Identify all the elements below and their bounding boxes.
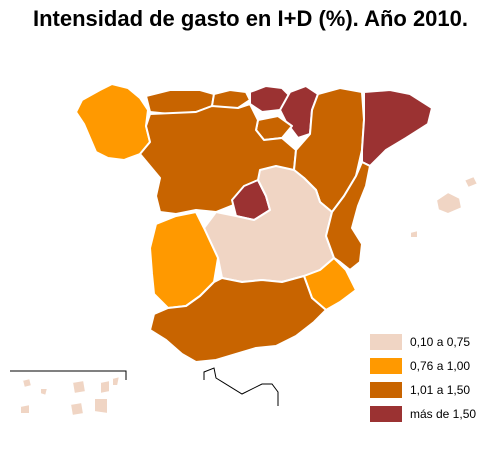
legend-swatch xyxy=(370,334,402,350)
map-title: Intensidad de gasto en I+D (%). Año 2010… xyxy=(33,6,468,31)
legend-swatch xyxy=(370,358,402,374)
legend-label: 0,10 a 0,75 xyxy=(410,335,471,349)
legend-item: más de 1,50 xyxy=(370,402,476,426)
ceuta-melilla-border xyxy=(203,367,279,406)
region-baleares-menorca[interactable] xyxy=(463,175,479,189)
region-andalucia[interactable] xyxy=(149,275,327,363)
region-galicia[interactable] xyxy=(75,83,151,161)
legend-item: 0,10 a 0,75 xyxy=(370,330,476,354)
legend-item: 1,01 a 1,50 xyxy=(370,378,476,402)
legend-item: 0,76 a 1,00 xyxy=(370,354,476,378)
legend-label: 1,01 a 1,50 xyxy=(410,383,471,397)
region-canarias[interactable] xyxy=(19,375,121,417)
legend-swatch xyxy=(370,406,402,422)
legend: 0,10 a 0,75 0,76 a 1,00 1,01 a 1,50 más … xyxy=(370,330,476,426)
region-baleares-ibiza[interactable] xyxy=(409,229,419,239)
legend-label: 0,76 a 1,00 xyxy=(410,359,471,373)
legend-swatch xyxy=(370,382,402,398)
legend-label: más de 1,50 xyxy=(410,407,477,421)
canarias-inset-frame xyxy=(10,370,127,380)
region-baleares-mallorca[interactable] xyxy=(435,191,463,215)
region-cataluna[interactable] xyxy=(361,89,433,167)
